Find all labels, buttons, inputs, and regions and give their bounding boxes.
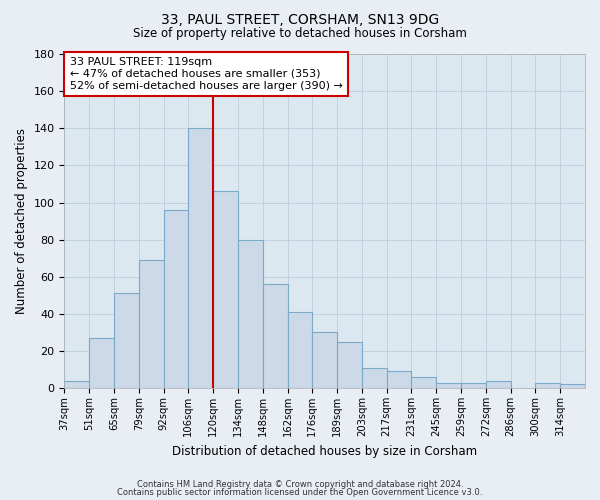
Bar <box>337 342 362 388</box>
Bar <box>362 368 386 388</box>
Bar <box>412 377 436 388</box>
Text: 33 PAUL STREET: 119sqm
← 47% of detached houses are smaller (353)
52% of semi-de: 33 PAUL STREET: 119sqm ← 47% of detached… <box>70 58 343 90</box>
Bar <box>461 382 486 388</box>
Bar <box>114 294 139 388</box>
Bar <box>64 380 89 388</box>
X-axis label: Distribution of detached houses by size in Corsham: Distribution of detached houses by size … <box>172 444 477 458</box>
Bar <box>139 260 164 388</box>
Bar <box>313 332 337 388</box>
Bar <box>213 192 238 388</box>
Bar <box>287 312 313 388</box>
Bar <box>188 128 213 388</box>
Text: Contains HM Land Registry data © Crown copyright and database right 2024.: Contains HM Land Registry data © Crown c… <box>137 480 463 489</box>
Bar <box>560 384 585 388</box>
Bar <box>89 338 114 388</box>
Y-axis label: Number of detached properties: Number of detached properties <box>15 128 28 314</box>
Bar <box>164 210 188 388</box>
Bar <box>263 284 287 388</box>
Bar <box>535 382 560 388</box>
Text: 33, PAUL STREET, CORSHAM, SN13 9DG: 33, PAUL STREET, CORSHAM, SN13 9DG <box>161 12 439 26</box>
Bar <box>238 240 263 388</box>
Text: Size of property relative to detached houses in Corsham: Size of property relative to detached ho… <box>133 28 467 40</box>
Bar <box>386 372 412 388</box>
Bar <box>486 380 511 388</box>
Text: Contains public sector information licensed under the Open Government Licence v3: Contains public sector information licen… <box>118 488 482 497</box>
Bar <box>436 382 461 388</box>
